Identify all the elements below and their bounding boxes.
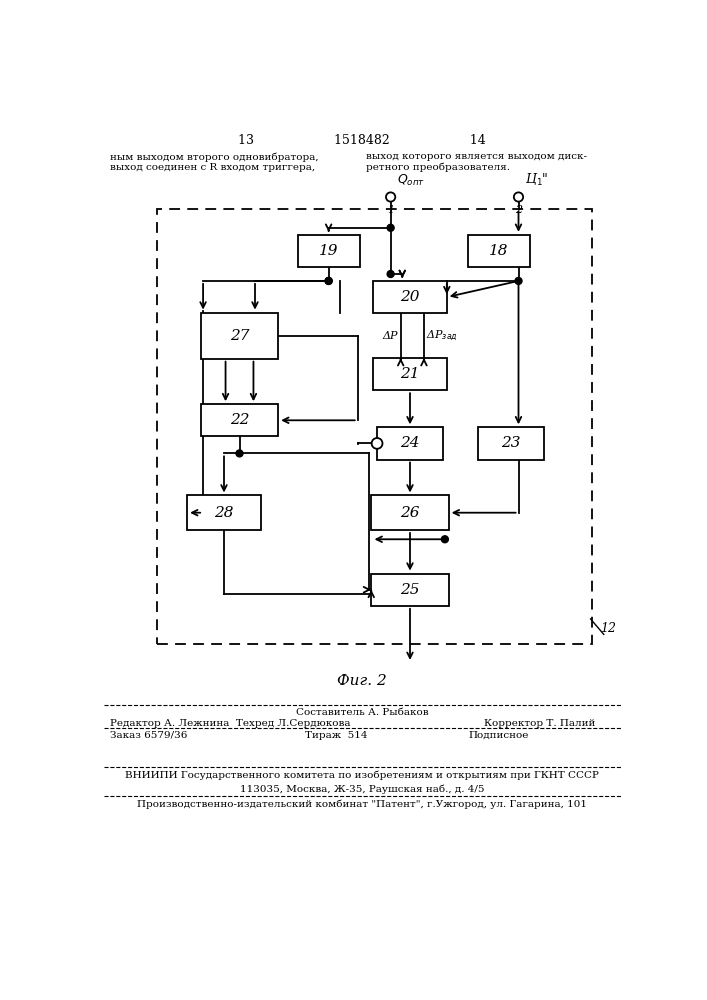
Text: 12: 12 (600, 622, 616, 635)
Text: $Q_{опт}$: $Q_{опт}$ (397, 173, 425, 188)
Text: выход которого является выходом диск-
ретного преобразователя.: выход которого является выходом диск- ре… (366, 152, 587, 172)
FancyBboxPatch shape (373, 358, 447, 390)
Circle shape (325, 277, 332, 284)
Text: 21: 21 (400, 367, 420, 381)
Text: ΔP$_{зад}$: ΔP$_{зад}$ (426, 328, 457, 343)
Circle shape (325, 277, 332, 284)
Circle shape (515, 277, 522, 284)
FancyBboxPatch shape (373, 281, 447, 313)
Text: 113035, Москва, Ж-35, Раушская наб., д. 4/5: 113035, Москва, Ж-35, Раушская наб., д. … (240, 785, 484, 794)
Text: ВНИИПИ Государственного комитета по изобретениям и открытиям при ГКНТ СССР: ВНИИПИ Государственного комитета по изоб… (125, 771, 599, 780)
FancyBboxPatch shape (201, 312, 279, 359)
Circle shape (387, 224, 394, 231)
Text: Составитель А. Рыбаков: Составитель А. Рыбаков (296, 708, 428, 717)
Text: 1: 1 (387, 205, 395, 215)
Circle shape (514, 192, 523, 202)
Bar (156, 209, 592, 644)
Text: 20: 20 (400, 290, 420, 304)
Text: 24: 24 (400, 436, 420, 450)
Text: 28: 28 (214, 506, 234, 520)
Text: Производственно-издательский комбинат "Патент", г.Ужгород, ул. Гагарина, 101: Производственно-издательский комбинат "П… (137, 799, 587, 809)
Text: Подписное: Подписное (468, 731, 529, 740)
Text: 18: 18 (489, 244, 509, 258)
Circle shape (441, 536, 448, 543)
Circle shape (372, 438, 382, 449)
Text: 13                    1518482                    14: 13 1518482 14 (238, 134, 486, 147)
FancyBboxPatch shape (371, 574, 449, 606)
Text: 26: 26 (400, 506, 420, 520)
Text: 25: 25 (400, 583, 420, 597)
Text: 23: 23 (501, 436, 520, 450)
FancyBboxPatch shape (187, 495, 261, 530)
Text: ΔP: ΔP (382, 331, 397, 341)
FancyBboxPatch shape (201, 404, 279, 436)
Text: Тираж  514: Тираж 514 (305, 731, 368, 740)
Text: 22: 22 (230, 413, 250, 427)
FancyBboxPatch shape (478, 427, 544, 460)
Text: Фиг. 2: Фиг. 2 (337, 674, 387, 688)
FancyBboxPatch shape (377, 427, 443, 460)
FancyBboxPatch shape (298, 235, 360, 267)
FancyBboxPatch shape (371, 495, 449, 530)
FancyBboxPatch shape (468, 235, 530, 267)
Circle shape (386, 192, 395, 202)
Text: Редактор А. Лежнина  Техред Л.Сердюкова: Редактор А. Лежнина Техред Л.Сердюкова (110, 719, 351, 728)
Text: 19: 19 (319, 244, 339, 258)
Text: Ц$_1$": Ц$_1$" (525, 172, 548, 188)
Circle shape (236, 450, 243, 457)
Text: 27: 27 (230, 329, 250, 343)
Text: ным выходом второго одновибратора,
выход соединен с R входом триггера,: ным выходом второго одновибратора, выход… (110, 152, 319, 172)
Text: 2: 2 (515, 205, 522, 215)
Circle shape (387, 271, 394, 277)
Text: Заказ 6579/36: Заказ 6579/36 (110, 731, 187, 740)
Text: Корректор Т. Палий: Корректор Т. Палий (484, 719, 595, 728)
